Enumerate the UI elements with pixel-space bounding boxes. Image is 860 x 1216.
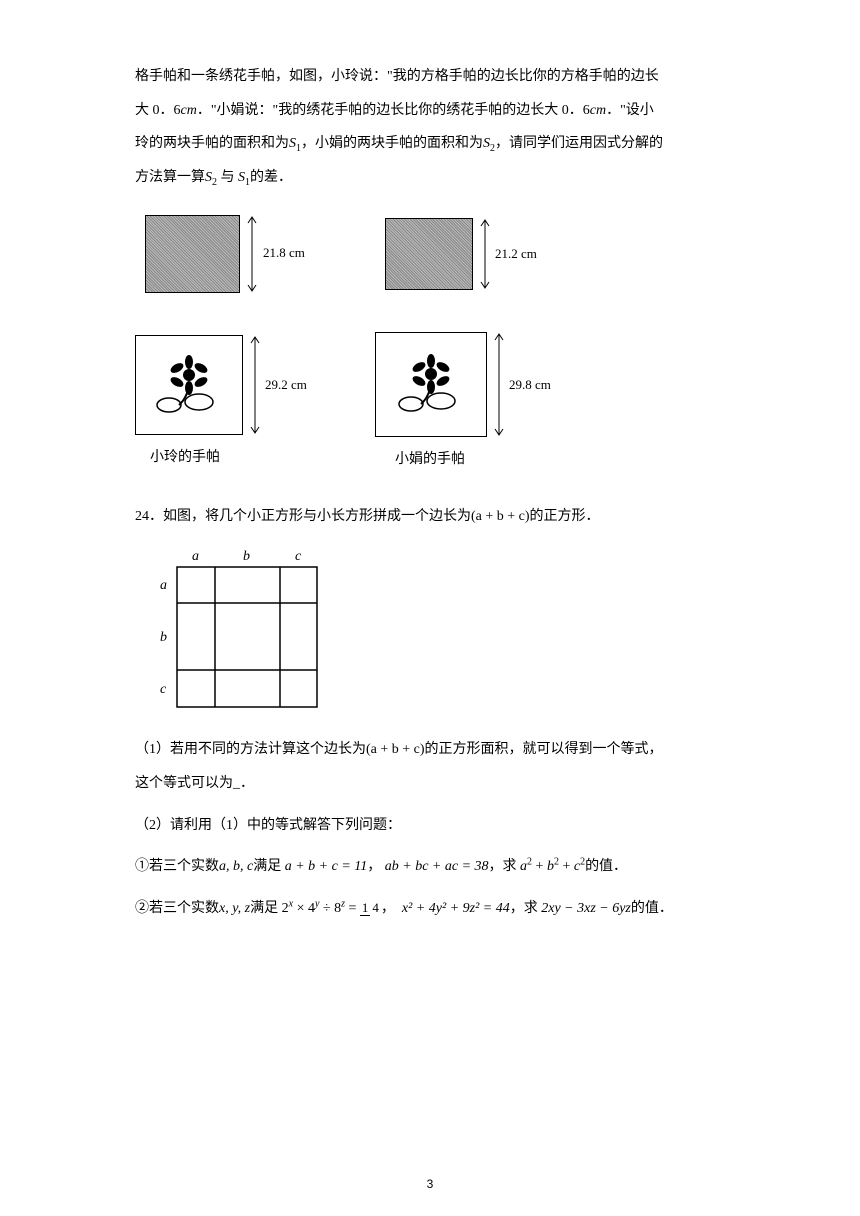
dim-label-2: 21.2 cm (495, 246, 537, 262)
flower-box-left (135, 335, 243, 435)
dim-line-1 (247, 215, 257, 293)
q24-p1c: 这个等式可以为_． (135, 776, 254, 791)
intro-line3b: ，小娟的两块手帕的面积和为 (301, 136, 483, 151)
caption-right: 小娟的手帕 (395, 448, 465, 468)
dim-label-1: 21.8 cm (263, 245, 305, 261)
q24-a2: a (520, 859, 527, 874)
flower-icon-right (391, 349, 471, 419)
flower-icon-left (149, 350, 229, 420)
s2b: S (205, 170, 212, 185)
dim-line-3 (250, 335, 260, 435)
q24-p1a: （1）若用不同的方法计算这个边长为 (135, 742, 366, 757)
grid-left-a: a (160, 578, 167, 593)
flower-box-right (375, 332, 487, 437)
intro-line3a: 玲的两块手帕的面积和为 (135, 136, 289, 151)
intro-line3c: ，请同学们运用因式分解的 (495, 136, 663, 151)
intro-line2c: ．"设小 (606, 103, 654, 118)
q24-p4eq2: x² + 4y² + 9z² = 44 (402, 901, 510, 916)
s1b: S (238, 170, 245, 185)
intro-line4b: 与 (217, 170, 238, 185)
abc-grid-figure: a b c a b c (145, 545, 325, 715)
grid-left-b: b (160, 630, 167, 645)
cm1: cm (181, 103, 197, 118)
frac-1-4: 14 (360, 901, 381, 915)
q24-p4a: ②若三个实数 (135, 901, 219, 916)
b2: 2 (282, 901, 289, 916)
grid-square-right (385, 218, 473, 290)
q24-sep1: ， (367, 859, 381, 874)
intro-line4c: 的差． (250, 170, 292, 185)
q24-textb: 的正方形． (530, 509, 600, 524)
q24-p3a: ①若三个实数 (135, 859, 219, 874)
q24-p4: ②若三个实数x, y, z满足 2x × 4y ÷ 8z = 14， x² + … (135, 892, 725, 926)
intro-line2b: ．"小娟说："我的绣花手帕的边长比你的绣花手帕的边长大 0．6 (197, 103, 590, 118)
plus2: + (559, 859, 574, 874)
intro-line2a: 大 0．6 (135, 103, 181, 118)
q24-b2: b (547, 859, 554, 874)
q24-p4vars: x, y, z (219, 901, 250, 916)
grid-left-c: c (160, 682, 167, 697)
dim-label-4: 29.8 cm (509, 377, 551, 393)
fnum: 1 (360, 900, 371, 916)
q24-abc1: (a + b + c) (471, 509, 530, 524)
q24-abc2: (a + b + c) (366, 742, 425, 757)
intro-line4a: 方法算一算 (135, 170, 205, 185)
dim-line-4 (494, 332, 504, 437)
q24-p2: （2）请利用（1）中的等式解答下列问题： (135, 809, 725, 843)
t1: × (293, 901, 308, 916)
grid-top-a: a (192, 549, 199, 564)
q24-texta: 如图，将几个小正方形与小长方形拼成一个边长为 (163, 509, 471, 524)
q24-p3c: ，求 (489, 859, 517, 874)
q24-p3vars: a, b, c (219, 859, 253, 874)
q24-p4d: 的值． (631, 901, 673, 916)
q24-p3eq1: a + b + c = 11 (285, 859, 368, 874)
plus1: + (532, 859, 547, 874)
eq1: = (345, 901, 360, 916)
cm2: cm (590, 103, 606, 118)
grid-top-c: c (295, 549, 302, 564)
q24-stem: 24．如图，将几个小正方形与小长方形拼成一个边长为(a + b + c)的正方形… (135, 500, 725, 534)
grid-top-b: b (243, 549, 250, 564)
s2: S (483, 136, 490, 151)
intro-paragraph: 格手帕和一条绣花手帕，如图，小玲说："我的方格手帕的边长比你的方格手帕的边长 大… (135, 60, 725, 195)
q24-p4b: 满足 (250, 901, 278, 916)
caption-left: 小玲的手帕 (150, 446, 220, 466)
sep2: ， (381, 901, 395, 916)
q24-p1b: 的正方形面积，就可以得到一个等式， (425, 742, 663, 757)
q24-p4c: ，求 (510, 901, 538, 916)
q24-num: 24． (135, 509, 163, 524)
q24-p3: ①若三个实数a, b, c满足 a + b + c = 11， ab + bc … (135, 850, 725, 884)
q24-p3eq2: ab + bc + ac = 38 (385, 859, 489, 874)
dim-line-2 (480, 218, 490, 290)
dim-label-3: 29.2 cm (265, 377, 307, 393)
b4: 4 (308, 901, 315, 916)
page-number: 3 (0, 1177, 860, 1191)
fden: 4 (370, 900, 381, 915)
d1: ÷ (319, 901, 334, 916)
s1: S (289, 136, 296, 151)
q24-p3d: 的值． (585, 859, 627, 874)
intro-line1: 格手帕和一条绣花手帕，如图，小玲说："我的方格手帕的边长比你的方格手帕的边长 (135, 69, 659, 84)
grid-square-left (145, 215, 240, 293)
q24-p3b: 满足 (253, 859, 281, 874)
q24-p1: （1）若用不同的方法计算这个边长为(a + b + c)的正方形面积，就可以得到… (135, 733, 725, 800)
handkerchief-figure: 21.8 cm 21.2 cm (135, 215, 725, 485)
q24-p4eq3: 2xy − 3xz − 6yz (541, 901, 631, 916)
